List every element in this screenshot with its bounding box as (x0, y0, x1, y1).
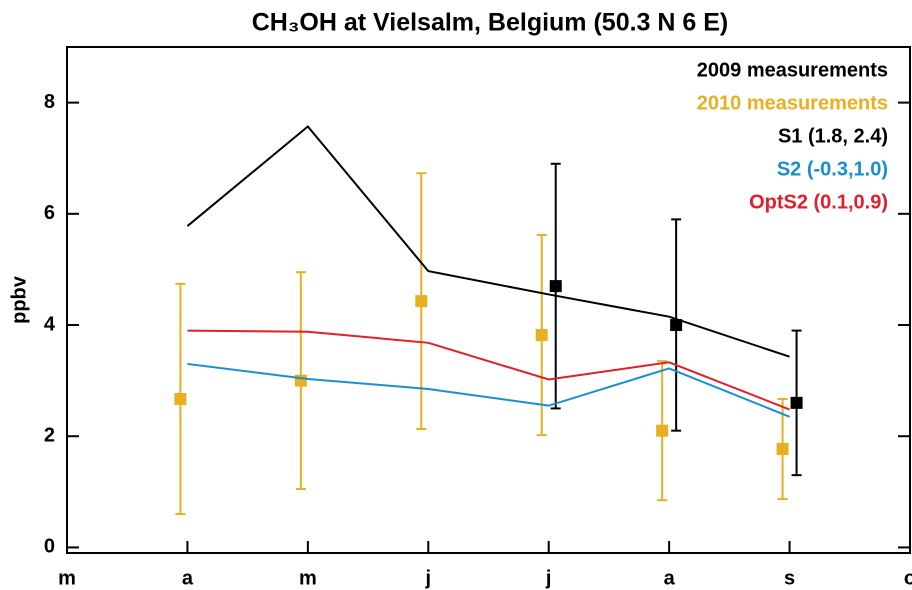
y-tick-label: 8 (44, 91, 55, 113)
y-axis-label: ppbv (8, 275, 30, 324)
x-tick-label: a (182, 567, 194, 589)
chart-title: CH₃OH at Vielsalm, Belgium (50.3 N 6 E) (252, 9, 729, 37)
x-tick-label: j (425, 567, 432, 589)
x-tick-label: m (58, 567, 76, 589)
x-tick-label: j (545, 567, 552, 589)
y-tick-label: 0 (44, 536, 55, 558)
legend-label: S1 (1.8, 2.4) (778, 125, 888, 147)
x-tick-label: a (664, 567, 676, 589)
marker (790, 396, 803, 409)
marker (776, 443, 789, 456)
y-tick-label: 4 (44, 313, 56, 335)
y-tick-label: 2 (44, 425, 55, 447)
marker (294, 374, 307, 387)
series-line (186, 125, 790, 358)
marker (535, 329, 548, 342)
legend-label: S2 (-0.3,1.0) (777, 158, 888, 180)
series-line (187, 362, 790, 418)
x-tick-label: s (784, 567, 795, 589)
x-tick-label: o (904, 567, 912, 589)
y-tick-label: 6 (44, 202, 55, 224)
marker (656, 424, 669, 437)
x-tick-label: m (299, 567, 317, 589)
marker (549, 280, 562, 293)
legend-label: 2009 measurements (697, 59, 888, 81)
legend-label: 2010 measurements (697, 92, 888, 114)
legend-label: OptS2 (0.1,0.9) (749, 191, 888, 213)
marker (174, 392, 187, 405)
marker (415, 295, 428, 308)
series-line (187, 329, 790, 411)
marker (670, 319, 683, 332)
plot-frame (66, 46, 911, 554)
